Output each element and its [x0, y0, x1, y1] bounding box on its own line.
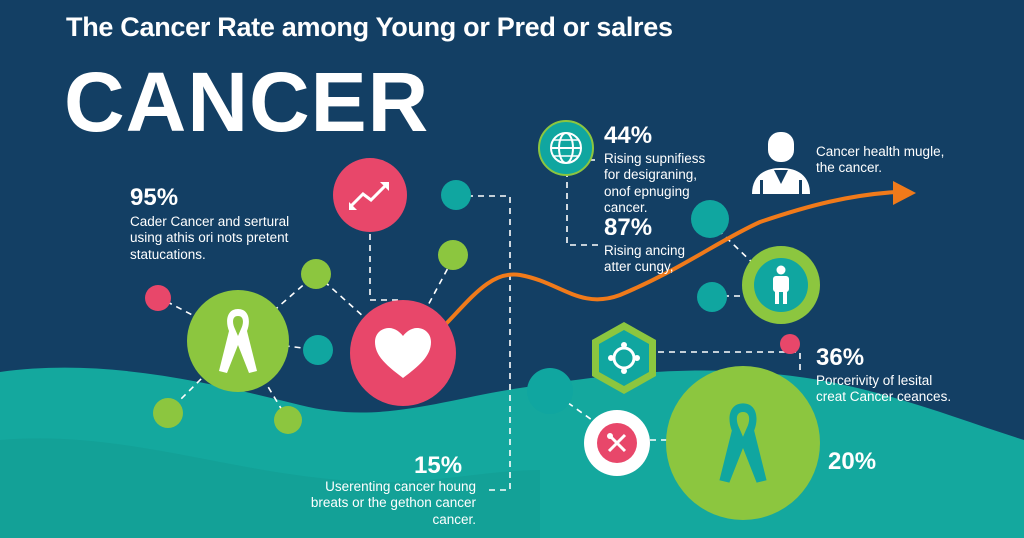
stat-value: 36% — [816, 344, 865, 371]
figure-circle — [742, 246, 820, 324]
teal-dot — [527, 368, 573, 414]
trend-arrow-head — [893, 181, 916, 205]
trend-arrow-circle — [333, 158, 407, 232]
pink-dot — [145, 285, 171, 311]
figure-inner-circle — [754, 258, 808, 312]
stat-text: Userenting cancer houng breats or the ge… — [310, 479, 476, 527]
ribbon-circle — [187, 290, 289, 392]
trend-arrow-icon — [349, 182, 389, 210]
teal-wave-lower — [0, 438, 540, 538]
stat-value: 95% — [130, 184, 179, 211]
ribbon-icon — [719, 403, 767, 483]
stat-value: 87% — [604, 214, 653, 241]
gear-hexagon — [592, 322, 656, 394]
stat-value: 20% — [828, 448, 877, 475]
tools-circle — [584, 410, 650, 476]
teal-dot — [691, 200, 729, 238]
ribbon-icon — [219, 309, 257, 373]
stat-text: Cader Cancer and sertural using athis or… — [130, 214, 290, 262]
stat-value: 15% — [414, 452, 463, 479]
stat-text: Rising supnifiess for desigraning, onof … — [604, 151, 706, 216]
pink-dot — [780, 334, 800, 354]
heart-icon — [375, 328, 431, 378]
trend-line — [438, 190, 897, 332]
headline: CANCER — [64, 55, 430, 149]
gear-icon — [608, 342, 640, 374]
person-note: Cancer health mugle, the cancer. — [816, 144, 945, 176]
stat-text: Porcerivity of lesital creat Cancer cean… — [816, 373, 952, 405]
subtitle: The Cancer Rate among Young or Pred or s… — [66, 12, 673, 42]
green-dot — [301, 259, 331, 289]
teal-dot — [441, 180, 471, 210]
tools-icon — [607, 433, 627, 453]
teal-dot — [303, 335, 333, 365]
teal-dot — [697, 282, 727, 312]
figure-icon — [773, 265, 789, 304]
green-dot — [274, 406, 302, 434]
person-icon — [752, 132, 810, 194]
globe-circle — [538, 120, 594, 176]
stat-value: 44% — [604, 122, 653, 149]
big-ribbon-circle — [666, 366, 820, 520]
green-dot — [438, 240, 468, 270]
tools-inner-circle — [597, 423, 637, 463]
globe-icon — [550, 132, 582, 164]
heart-circle — [350, 300, 456, 406]
stat-text: Rising ancing atter cungy, — [604, 243, 686, 275]
green-dot — [153, 398, 183, 428]
